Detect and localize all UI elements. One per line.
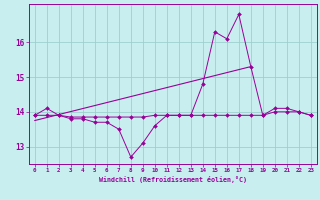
X-axis label: Windchill (Refroidissement éolien,°C): Windchill (Refroidissement éolien,°C) (99, 176, 247, 183)
